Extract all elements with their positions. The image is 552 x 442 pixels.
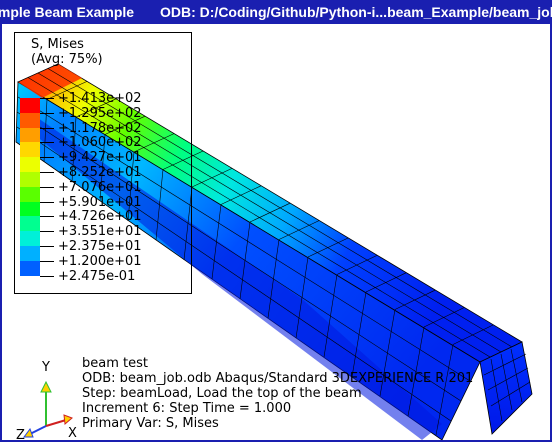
legend-level: +9.427e+01 [20, 150, 180, 172]
beam-side-face [15, 81, 481, 440]
triad-z-label: Z [16, 428, 25, 440]
window-border-left [0, 24, 2, 442]
legend-swatch [20, 112, 40, 128]
legend-tick [40, 246, 54, 247]
legend-level: +8.252e+01 [20, 165, 180, 187]
legend-value: +4.726e+01 [58, 209, 142, 225]
legend-value: +2.475e-01 [58, 268, 136, 284]
odb-path-title: ODB: D:/Coding/Github/Python-i...beam_Ex… [160, 4, 552, 20]
stress-hotspot [18, 64, 82, 98]
legend-tick [40, 231, 54, 233]
beam-end-face [479, 341, 533, 435]
legend-value: +7.076e+01 [58, 179, 142, 195]
legend-tick [40, 98, 54, 99]
legend-swatch [20, 142, 40, 158]
legend-swatch [20, 216, 40, 232]
legend-tick [40, 201, 54, 203]
window-border-bottom [0, 440, 552, 442]
increment-info: Increment 6: Step Time = 1.000 [82, 401, 292, 416]
legend-level: +2.375e+01 [20, 239, 180, 261]
viewport-title-bar[interactable]: imple Beam Example ODB: D:/Coding/Github… [0, 0, 552, 24]
legend-level: +1.200e+01 [20, 254, 180, 276]
model-description: beam test [82, 356, 148, 371]
legend-swatch [20, 157, 40, 172]
contour-legend: S, Mises (Avg: 75%) [14, 32, 192, 294]
legend-level: +3.551e+01 [20, 224, 180, 246]
legend-value: +1.295e+02 [58, 105, 142, 121]
legend-value: +1.413e+02 [58, 91, 142, 106]
primary-variable: Primary Var: S, Mises [82, 416, 219, 431]
legend-tick [40, 112, 54, 114]
stress-band-dark-blue [22, 114, 442, 440]
legend-tick [40, 216, 54, 218]
odb-info: ODB: beam_job.odb Abaqus/Standard 3DEXPE… [82, 371, 474, 386]
window-border-right [550, 24, 552, 442]
model-viewport[interactable]: S, Mises (Avg: 75%) +1.413e+02 +1.295e+02… [2, 24, 550, 440]
triad-axes-icon [23, 380, 73, 438]
legend-level: +1.413e+02 [20, 91, 180, 113]
legend-swatch [20, 201, 40, 217]
legend-level: +1.178e+02 [20, 121, 180, 143]
triad-x-label: X [68, 426, 77, 440]
legend-swatch [20, 260, 40, 276]
legend-swatch [20, 172, 40, 187]
legend-tick [40, 275, 54, 277]
legend-level: +7.076e+01 [20, 180, 180, 202]
viewport-info-text: beam test ODB: beam_job.odb Abaqus/Stand… [82, 356, 473, 431]
legend-swatch [20, 98, 40, 113]
legend-level: +2.475e-01 [20, 269, 180, 291]
legend-value: +1.178e+02 [58, 120, 142, 136]
view-triad: Y X Z [6, 360, 77, 440]
legend-level: +1.060e+02 [20, 135, 180, 158]
legend-tick [40, 127, 54, 129]
step-info: Step: beamLoad, Load the top of the beam [82, 386, 362, 401]
legend-value: +2.375e+01 [58, 239, 142, 254]
legend-value: +1.200e+01 [58, 253, 142, 269]
legend-tick [40, 157, 54, 159]
mesh-lines [16, 63, 531, 436]
legend-tick [40, 186, 54, 188]
legend-swatch [20, 231, 40, 246]
legend-tick [40, 260, 54, 262]
viewport-title: imple Beam Example [0, 4, 135, 20]
legend-level: +5.901e+01 [20, 195, 180, 217]
legend-tick [40, 172, 54, 173]
legend-value: +8.252e+01 [58, 165, 142, 180]
legend-variable: S, Mises [31, 37, 84, 52]
legend-level: +4.726e+01 [20, 209, 180, 232]
legend-value: +1.060e+02 [58, 135, 142, 151]
legend-title: S, Mises (Avg: 75%) [31, 37, 103, 67]
legend-level: +1.295e+02 [20, 106, 180, 128]
legend-tick [40, 142, 54, 144]
legend-swatch [20, 246, 40, 261]
legend-swatch [20, 186, 40, 202]
legend-swatch [20, 127, 40, 143]
beam-contour-plot[interactable] [2, 24, 550, 440]
legend-value: +5.901e+01 [58, 194, 142, 210]
legend-value: +9.427e+01 [58, 150, 142, 166]
legend-averaging: (Avg: 75%) [31, 52, 103, 67]
legend-value: +3.551e+01 [58, 224, 142, 240]
triad-y-label: Y [42, 360, 50, 375]
